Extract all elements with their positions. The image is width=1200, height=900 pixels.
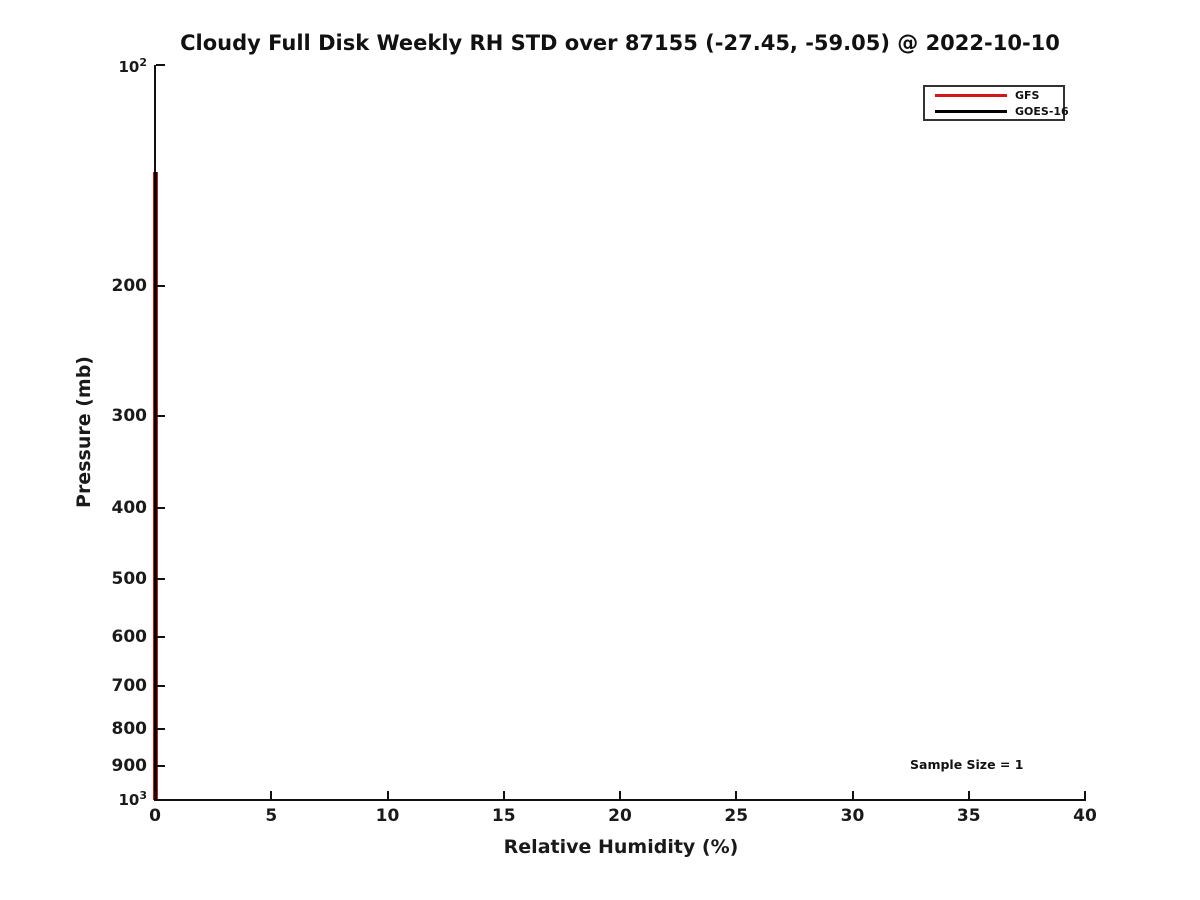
legend-label-gfs: GFS — [1015, 88, 1040, 102]
y-tick-mark — [156, 765, 165, 768]
y-tick-label: 800 — [111, 718, 148, 739]
y-tick-label: 600 — [111, 626, 148, 647]
y-tick-mark — [156, 64, 165, 66]
sample-size-annotation: Sample Size = 1 — [910, 757, 1024, 772]
x-tick-mark — [1084, 791, 1086, 800]
log-base: 10 — [118, 791, 140, 809]
y-tick-mark — [156, 414, 165, 417]
y-axis-label: Pressure (mb) — [73, 356, 95, 508]
y-tick-mark — [156, 285, 165, 288]
x-tick-mark — [154, 791, 156, 800]
x-tick-label: 25 — [724, 806, 749, 826]
x-axis-label: Relative Humidity (%) — [503, 836, 739, 858]
x-tick-label: 20 — [608, 806, 632, 826]
y-tick-label-1000: 103 — [88, 789, 147, 809]
y-tick-label: 200 — [111, 276, 148, 297]
chart-title: Cloudy Full Disk Weekly RH STD over 8715… — [180, 31, 1060, 55]
legend-entry-goes-16: GOES-16 — [935, 105, 1069, 118]
y-tick-mark — [156, 685, 165, 688]
x-tick-mark — [502, 791, 505, 800]
x-tick-label: 30 — [840, 806, 865, 826]
x-tick-label: 35 — [956, 806, 981, 826]
x-tick-label: 15 — [491, 806, 516, 826]
x-tick-label: 40 — [1073, 806, 1097, 826]
y-tick-label: 400 — [111, 497, 148, 518]
x-tick-mark — [735, 791, 738, 800]
x-tick-label: 5 — [265, 806, 278, 826]
y-tick-label: 700 — [111, 676, 148, 697]
y-tick-mark — [156, 727, 165, 730]
x-tick-mark — [851, 791, 854, 800]
x-tick-label: 10 — [375, 806, 400, 826]
y-tick-label-100: 102 — [88, 56, 147, 76]
x-axis-spine — [154, 799, 1086, 801]
log-exponent: 2 — [139, 56, 147, 69]
legend-label-goes-16: GOES-16 — [1015, 104, 1069, 118]
y-tick-label: 300 — [111, 405, 148, 426]
goes-16-line-sample — [935, 109, 1007, 113]
log-base: 10 — [118, 58, 140, 76]
y-tick-mark — [156, 635, 165, 638]
y-tick-mark — [156, 577, 165, 580]
x-tick-mark — [386, 791, 389, 800]
legend-entry-gfs: GFS — [935, 89, 1059, 102]
x-tick-label: 0 — [149, 806, 161, 826]
x-tick-mark — [967, 791, 970, 800]
log-exponent: 3 — [139, 789, 147, 802]
legend: GFS GOES-16 — [923, 85, 1069, 121]
x-tick-mark — [619, 791, 621, 800]
x-tick-mark — [270, 791, 273, 800]
y-tick-label: 900 — [111, 756, 148, 777]
y-tick-mark — [156, 506, 165, 509]
y-tick-mark — [156, 799, 165, 801]
y-tick-label: 500 — [111, 568, 148, 589]
gfs-line-sample — [935, 93, 1007, 97]
series-line-goes-16 — [153, 172, 157, 800]
